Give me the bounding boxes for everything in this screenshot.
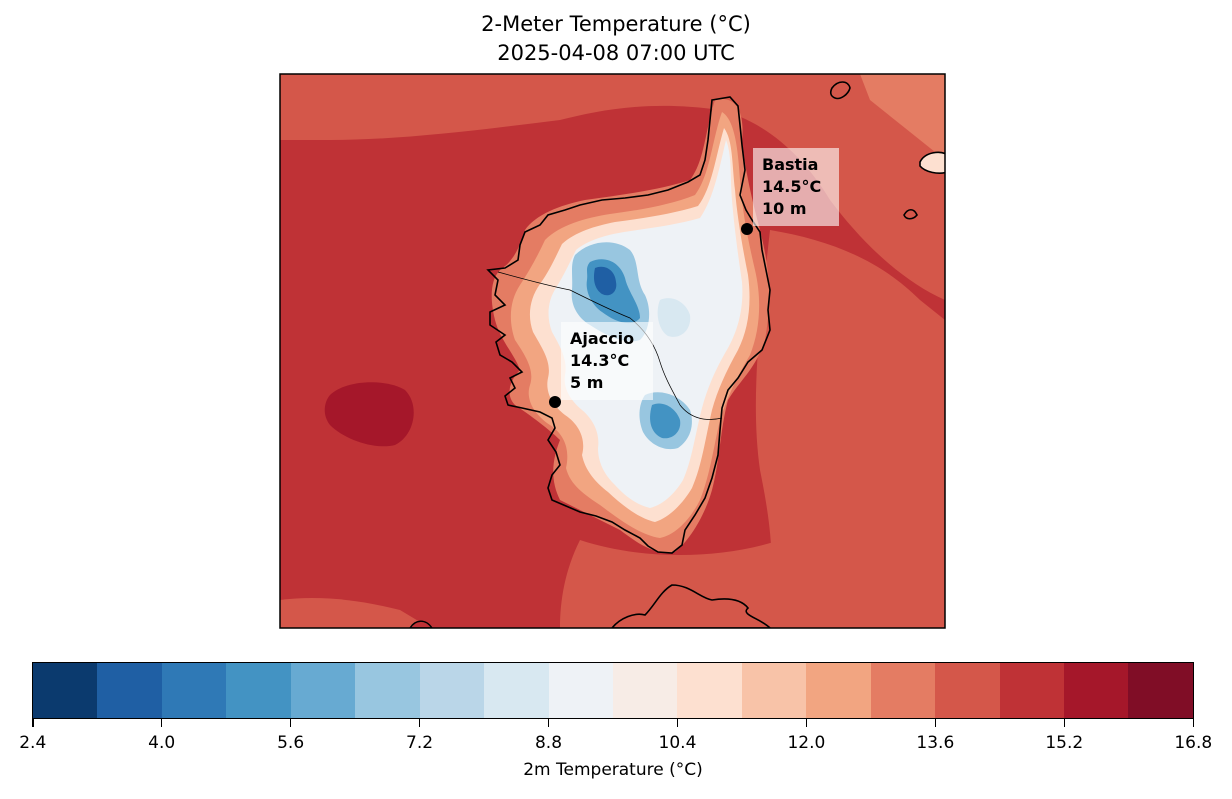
colorbar-tick: [1063, 719, 1066, 727]
colorbar-tick-label: 8.8: [534, 733, 563, 753]
colorbar-bin: [355, 663, 420, 718]
colorbar-bin: [935, 663, 1000, 718]
elba-island: [919, 151, 945, 174]
colorbar-bin: [97, 663, 162, 718]
northeast-cool-zone: [860, 74, 945, 160]
ajaccio-name: Ajaccio: [570, 329, 634, 348]
colorbar-tick-label: 13.6: [916, 733, 955, 753]
southwest-zone: [280, 598, 430, 628]
colorbar-bin: [290, 663, 356, 718]
colorbar-bin: [677, 663, 742, 718]
coldest-core: [593, 266, 617, 296]
colorbar-tick: [676, 719, 679, 727]
bastia-elevation: 10 m: [762, 199, 807, 218]
mid-cold-zone: [657, 298, 691, 337]
colorbar-tick: [32, 719, 34, 727]
colorbar-bin: [741, 663, 807, 718]
colorbar-bin: [1128, 663, 1193, 718]
colorbar-bin: [806, 663, 871, 718]
colorbar-tick: [160, 719, 163, 727]
colorbar-tick-label: 15.2: [1045, 733, 1084, 753]
colorbar-tick-label: 4.0: [148, 733, 176, 753]
colorbar-tick: [418, 719, 421, 727]
colorbar-tick: [289, 719, 292, 727]
colorbar-bin: [612, 663, 678, 718]
corsica-coastline: [486, 96, 771, 554]
ajaccio-elevation: 5 m: [570, 373, 603, 392]
colorbar-tick: [805, 719, 808, 727]
map-title: 2-Meter Temperature (°C): [481, 12, 751, 36]
map-frame: [279, 73, 946, 629]
bastia-label-box: [753, 148, 839, 226]
pianosa-island: [903, 208, 918, 220]
colorbar-bin: [548, 663, 613, 718]
sardinia-coastline: [610, 584, 772, 628]
colorbar-tick-label: 7.2: [406, 733, 434, 753]
colorbar-tick-label: 12.0: [787, 733, 826, 753]
colorbar-bin: [161, 663, 227, 718]
colorbar: [32, 662, 1194, 719]
bastia-temp: 14.5°C: [762, 177, 821, 196]
bastia-marker[interactable]: [741, 223, 753, 235]
ajaccio-marker[interactable]: [549, 396, 561, 408]
warm-anomaly: [324, 382, 414, 447]
colorbar-tick-label: 10.4: [658, 733, 697, 753]
colorbar-tick-label: 16.8: [1174, 733, 1213, 753]
colorbar-bin: [870, 663, 936, 718]
map-field: [280, 74, 945, 628]
colorbar-tick: [547, 719, 550, 727]
colorbar-bin: [484, 663, 549, 718]
colorbar-tick: [1192, 719, 1194, 727]
temperature-map: Bastia 14.5°C 10 m Ajaccio 14.3°C 5 m: [279, 73, 946, 629]
colorbar-bin: [226, 663, 291, 718]
bastia-name: Bastia: [762, 155, 818, 174]
colorbar-tick: [934, 719, 937, 727]
colorbar-bin: [33, 663, 98, 718]
colorbar-tick-label: 5.6: [277, 733, 305, 753]
colorbar-bin: [1064, 663, 1129, 718]
colorbar-tick-label: 2.4: [19, 733, 47, 753]
colorbar-bin: [999, 663, 1064, 718]
ajaccio-temp: 14.3°C: [570, 351, 629, 370]
ajaccio-label-box: [561, 322, 653, 400]
colorbar-label: 2m Temperature (°C): [523, 760, 703, 780]
capraia-island: [829, 81, 851, 100]
northern-warm-zone: [280, 74, 945, 300]
map-subtitle: 2025-04-08 07:00 UTC: [497, 41, 735, 65]
cold-core-south: [650, 403, 681, 439]
colorbar-bin: [419, 663, 485, 718]
